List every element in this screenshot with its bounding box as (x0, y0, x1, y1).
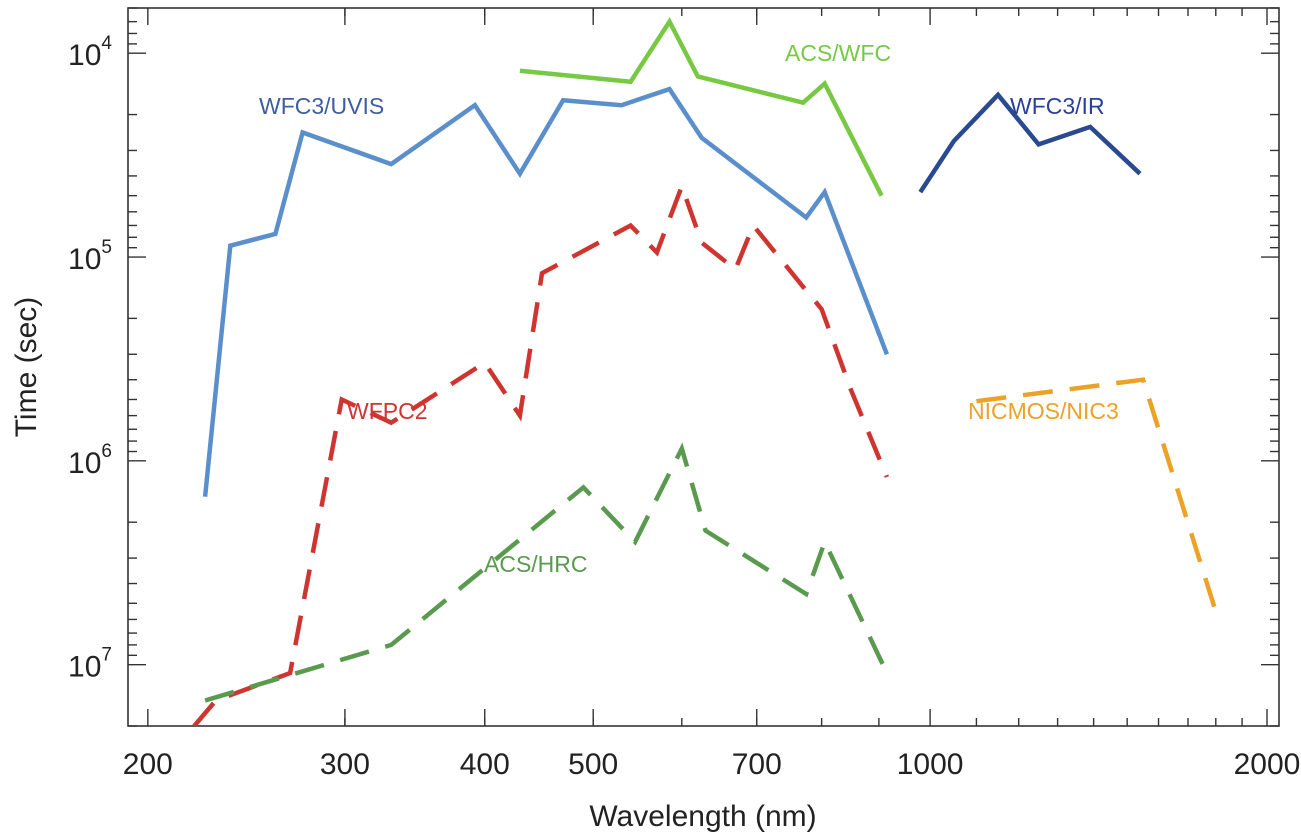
x-tick-labels: 200 300 400 500 700 1000 2000 (123, 748, 1301, 781)
y-tick-labels: 104 105 106 107 (68, 33, 112, 683)
major-ticks (128, 8, 1279, 726)
series-line-wfc3-ir (918, 91, 1142, 194)
x-tick-label: 500 (568, 748, 618, 781)
series-label-wfc3-uvis: WFC3/UVIS (259, 93, 384, 119)
series-labels: ACS/WFC WFC3/UVIS WFC3/IR WFPC2 ACS/HRC … (259, 40, 1119, 577)
series-line-acs-wfc (519, 17, 884, 197)
series-label-acs-hrc: ACS/HRC (484, 551, 588, 577)
x-tick-label: 300 (320, 748, 370, 781)
plot-frame (127, 7, 1280, 727)
y-tick-label: 107 (68, 645, 112, 684)
series-label-wfc3-ir: WFC3/IR (1010, 93, 1105, 119)
y-tick-label: 106 (68, 441, 112, 480)
x-tick-label: 700 (732, 748, 782, 781)
y-tick-label: 104 (68, 33, 112, 72)
x-tick-label: 2000 (1234, 748, 1301, 781)
series-line-wfc3-uvis (202, 86, 890, 497)
series-line-wfpc2 (192, 179, 889, 726)
series-line-nicmos-nic3 (976, 377, 1218, 613)
x-tick-label: 200 (123, 748, 173, 781)
y-axis-title: Time (sec) (10, 297, 43, 438)
x-tick-label: 400 (460, 748, 510, 781)
series-label-wfpc2: WFPC2 (347, 398, 428, 424)
x-tick-label: 1000 (897, 748, 964, 781)
series-label-nicmos-nic3: NICMOS/NIC3 (968, 398, 1119, 424)
series-label-acs-wfc: ACS/WFC (785, 40, 891, 66)
series-line-acs-hrc (204, 442, 889, 703)
y-tick-label: 105 (68, 237, 112, 276)
series-lines (192, 17, 1218, 726)
x-axis-title: Wavelength (nm) (589, 800, 816, 833)
